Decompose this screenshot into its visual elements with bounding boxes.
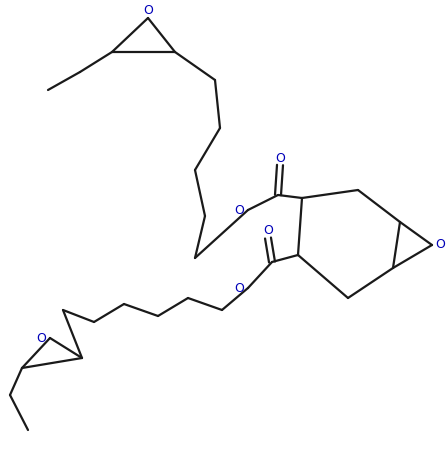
Text: O: O <box>143 5 153 17</box>
Text: O: O <box>435 239 445 252</box>
Text: O: O <box>36 331 46 345</box>
Text: O: O <box>234 203 244 217</box>
Text: O: O <box>275 151 285 164</box>
Text: O: O <box>263 224 273 237</box>
Text: O: O <box>234 281 244 295</box>
